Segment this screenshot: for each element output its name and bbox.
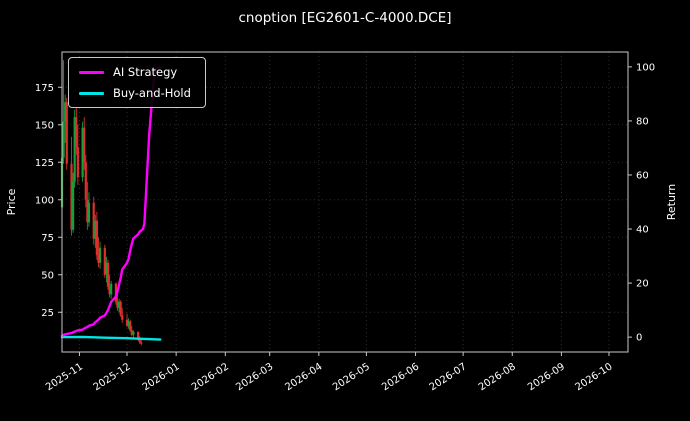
x-tick-label: 2026-09	[526, 361, 567, 393]
return-tick-label: 100	[636, 62, 655, 73]
return-tick-label: 0	[636, 333, 642, 344]
price-tick-label: 175	[35, 83, 54, 94]
buy-and-hold-line	[60, 335, 162, 341]
price-tick-label: 50	[41, 270, 54, 281]
chart-title: cnoption [EG2601-C-4000.DCE]	[238, 10, 451, 26]
x-tick-label: 2026-08	[477, 361, 518, 393]
legend-item-buy-and-hold: Buy-and-Hold	[79, 86, 191, 100]
x-tick-label: 2026-01	[141, 361, 182, 393]
return-tick-label: 40	[636, 225, 649, 236]
return-tick-label: 20	[636, 279, 649, 290]
ai-strategy-line	[60, 65, 162, 337]
price-tick-label: 100	[35, 195, 54, 206]
legend: AI Strategy Buy-and-Hold	[68, 57, 206, 108]
return-tick-label: 80	[636, 116, 649, 127]
price-tick-label: 125	[35, 158, 54, 169]
price-tick-label: 150	[35, 120, 54, 131]
right-axis-label: Return	[665, 184, 678, 221]
left-axis-label: Price	[5, 188, 18, 215]
legend-label-ai-strategy: AI Strategy	[113, 65, 178, 79]
ai-strategy-line-swatch	[79, 70, 104, 74]
x-tick-label: 2026-05	[331, 361, 372, 393]
x-tick-label: 2026-04	[283, 361, 324, 393]
return-tick-label: 60	[636, 170, 649, 181]
x-tick-label: 2025-12	[92, 361, 133, 393]
x-tick-label: 2026-02	[190, 361, 231, 393]
x-tick-label: 2026-07	[428, 361, 469, 393]
x-tick-label: 2025-11	[44, 361, 85, 393]
plot-border	[61, 51, 629, 353]
legend-label-buy-and-hold: Buy-and-Hold	[113, 86, 191, 100]
x-tick-label: 2026-06	[380, 361, 421, 393]
x-tick-label: 2026-10	[574, 361, 615, 393]
legend-item-ai-strategy: AI Strategy	[79, 65, 191, 79]
buy-and-hold-line-swatch	[79, 91, 104, 95]
x-tick-label: 2026-03	[234, 361, 275, 393]
price-tick-label: 25	[41, 308, 54, 319]
price-tick-label: 75	[41, 233, 54, 244]
